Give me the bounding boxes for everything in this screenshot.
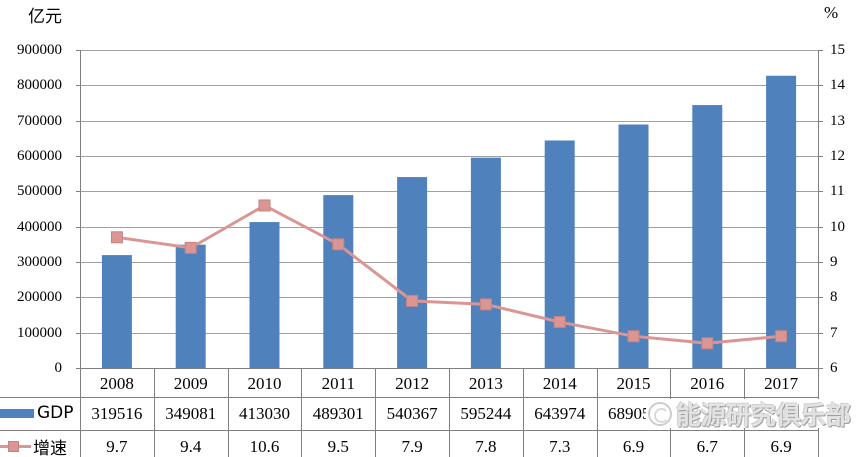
table-growth-value-cell: 6.9 [770,437,792,456]
right-axis-tick-label: 13 [830,113,845,129]
left-axis-unit-label: 亿元 [28,7,62,27]
table-year-cell: 2010 [247,374,282,393]
table-growth-value-cell: 9.7 [106,437,128,456]
growth-marker [406,294,419,307]
table-year-cell: 2011 [321,374,355,393]
table-year-cell: 2012 [395,374,430,393]
left-axis-tick-label: 900000 [17,42,62,58]
table-gdp-value-cell: 413030 [238,404,290,423]
table-growth-value-cell: 7.9 [401,437,423,456]
watermark-logo-icon [648,401,672,426]
table-growth-value-cell: 7.3 [549,437,571,456]
growth-marker [184,241,197,254]
watermark-text: 能源研究俱乐部 [676,400,852,430]
right-axis-tick-label: 7 [830,325,838,341]
table-gdp-value-cell: 540367 [386,404,438,423]
growth-marker [332,238,345,251]
growth-marker [627,330,640,343]
left-axis-tick-label: 200000 [17,289,62,305]
left-axis-tick-label: 300000 [17,254,62,270]
table-year-cell: 2016 [690,374,725,393]
growth-marker [110,231,123,244]
right-axis-tick-label: 14 [830,77,845,93]
gdp-bar-swatch-icon [0,408,34,418]
growth-marker [701,337,714,350]
right-axis-tick-label: 15 [830,42,845,58]
legend-growth-label: 增速 [33,438,67,457]
growth-marker [479,298,492,311]
legend-item-gdp: GDP [0,400,79,426]
growth-line-swatch-icon [0,440,31,452]
legend-item-growth: 增速 [0,433,79,457]
left-axis-tick-label: 600000 [17,148,62,164]
table-year-cell: 2014 [542,374,577,393]
left-axis-tick-label: 700000 [17,113,62,129]
right-axis-tick-label: 8 [830,289,838,305]
right-axis-tick-label: 11 [830,183,845,199]
right-axis-tick-label: 12 [830,148,845,164]
right-axis-unit-label: % [824,3,839,22]
table-growth-value-cell: 6.9 [622,437,645,456]
table-year-cell: 2009 [173,374,208,393]
right-axis-tick-label: 6 [830,360,838,376]
table-gdp-value-cell: 643974 [534,404,586,423]
table-gdp-value-cell: 319516 [91,404,143,423]
table-growth-value-cell: 9.5 [327,437,349,456]
table-growth-value-cell: 10.6 [249,437,280,456]
table-growth-value-cell: 7.8 [475,437,497,456]
table-gdp-value-cell: 489301 [312,404,364,423]
left-axis-tick-label: 400000 [17,219,62,235]
table-year-cell: 2017 [764,374,799,393]
left-axis-tick-label: 100000 [17,325,62,341]
legend-gdp-label: GDP [37,403,74,423]
left-axis-tick-label: 0 [54,360,63,376]
left-axis-tick-label: 800000 [17,77,62,93]
growth-marker [775,330,788,343]
watermark: 能源研究俱乐部 [646,399,857,430]
right-axis-tick-label: 10 [830,219,845,235]
table-growth-value-cell: 6.7 [696,437,718,456]
table-year-cell: 2013 [468,374,503,393]
table-year-cell: 2015 [616,374,651,393]
table-year-cell: 2008 [99,374,134,393]
right-axis-tick-label: 9 [830,254,838,270]
table-growth-value-cell: 9.4 [180,437,202,456]
table-gdp-value-cell: 349081 [165,404,217,423]
table-gdp-value-cell: 595244 [460,404,512,423]
left-axis-tick-label: 500000 [17,183,62,199]
growth-marker [553,316,566,329]
growth-marker [258,199,271,212]
